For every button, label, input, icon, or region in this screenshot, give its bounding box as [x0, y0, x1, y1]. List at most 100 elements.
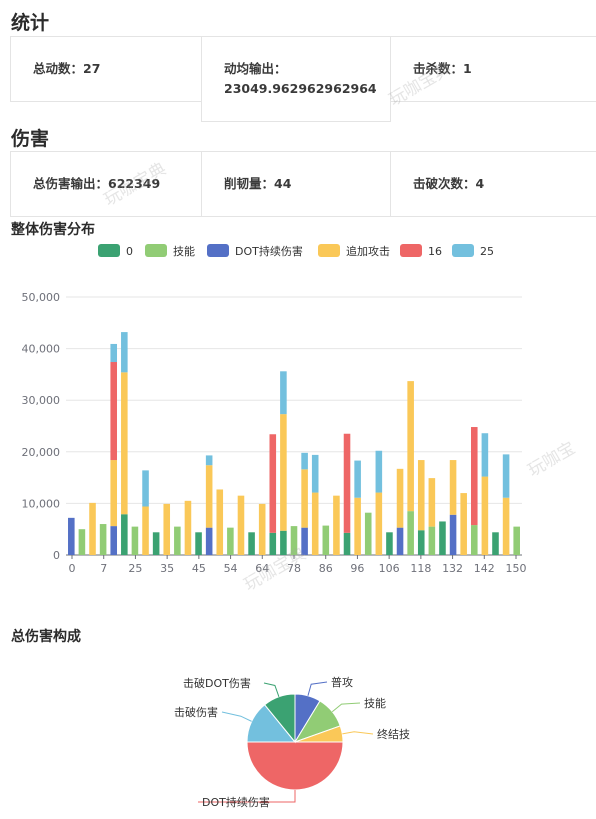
y-tick-label: 10,000	[22, 497, 61, 510]
pie-leader-line	[221, 711, 252, 722]
y-tick-label: 50,000	[22, 291, 61, 304]
bar-segment	[110, 460, 118, 527]
bar-segment	[470, 427, 478, 526]
bar-segment	[386, 532, 393, 555]
pie-leader-line	[307, 681, 328, 696]
bar-segment	[428, 478, 436, 527]
bar-segment	[269, 532, 277, 555]
bar-segment	[449, 460, 457, 515]
legend-swatch	[400, 244, 422, 257]
stat-avg-output-label: 动均输出：	[224, 61, 287, 76]
stats-section-title: 统计	[11, 12, 50, 34]
bar-segment	[131, 526, 139, 555]
bar-segment	[311, 454, 319, 493]
pie-label: 技能	[364, 696, 386, 710]
bar-segment	[195, 532, 202, 555]
bar-segment	[142, 470, 149, 507]
bar-segment	[396, 527, 404, 555]
y-tick-label: 0	[53, 549, 60, 562]
bar-segment	[513, 526, 520, 555]
x-tick-label: 0	[69, 562, 76, 575]
bar-segment	[205, 527, 213, 555]
damage-row: 总伤害输出：622349 削韧量：44 击破次数：4	[10, 151, 596, 217]
legend-swatch	[145, 244, 167, 257]
x-tick-label: 7	[100, 562, 107, 575]
legend-label: 0	[126, 245, 133, 258]
bar-segment	[492, 532, 499, 555]
bar-segment	[99, 524, 107, 555]
legend-item: 0	[98, 244, 133, 258]
bar-segment	[375, 492, 383, 555]
bar-segment	[280, 530, 287, 555]
pie-leader-line	[263, 682, 280, 697]
bar-segment	[322, 525, 330, 555]
bar-segment	[184, 500, 192, 555]
damage-distribution-chart: 0 技能 DOT持续伤害 追加攻击 16 25 0 10,000 20,000 30,000 40,…	[22, 244, 527, 575]
bar-segment	[78, 529, 86, 555]
bar-segment	[343, 433, 351, 533]
bar-segment	[502, 497, 510, 555]
pie-chart-title: 总伤害构成	[11, 629, 81, 645]
bar-segment	[407, 511, 414, 555]
legend-label: 技能	[173, 244, 195, 258]
x-tick-label: 150	[506, 562, 527, 575]
bar-segment	[333, 495, 340, 555]
stats-row: 总动数：27 动均输出： 23049.962962962964 击杀数：1	[10, 36, 596, 122]
pie-label: 击破伤害	[174, 705, 218, 719]
bar-segment	[428, 526, 436, 555]
x-tick-label: 132	[442, 562, 463, 575]
pie-label: DOT持续伤害	[202, 795, 270, 809]
bar-segment	[439, 521, 446, 555]
x-tick-label: 78	[287, 562, 301, 575]
stat-total-actions: 总动数：27	[33, 61, 101, 76]
bar-segment	[364, 512, 372, 555]
bar-segment	[417, 530, 425, 555]
bar-segment	[354, 460, 361, 498]
bar-segment	[396, 468, 404, 528]
bar-chart-title: 整体伤害分布	[11, 222, 95, 238]
bar-segment	[227, 527, 234, 555]
bar-segment	[460, 493, 467, 555]
legend-item: 16	[400, 244, 442, 258]
pie-slice	[246, 741, 344, 791]
stat-kills-cell: 击杀数：1	[390, 36, 596, 102]
stat-avg-output-cell: 动均输出： 23049.962962962964	[201, 36, 391, 122]
pie-slice	[264, 693, 296, 744]
legend-swatch	[98, 244, 120, 257]
bar-segment	[237, 495, 245, 555]
pie-label: 普攻	[331, 675, 353, 689]
bar-segment	[502, 454, 510, 498]
bar-segment	[301, 469, 308, 528]
stat-total-actions-cell: 总动数：27	[10, 36, 202, 102]
bar-segment	[311, 492, 319, 555]
bar-segment	[121, 332, 128, 373]
bar-segment	[481, 476, 489, 555]
x-tick-label: 45	[192, 562, 206, 575]
legend-label: DOT持续伤害	[235, 244, 303, 258]
bar-segment	[280, 371, 287, 415]
pie-leader-line	[342, 731, 374, 735]
bar-segment	[280, 414, 287, 531]
bar-segment	[110, 362, 118, 461]
bar-segment	[110, 343, 118, 363]
legend-label: 25	[480, 245, 494, 258]
x-tick-label: 25	[128, 562, 142, 575]
bar-segment	[290, 526, 298, 555]
x-tick-label: 142	[474, 562, 495, 575]
stat-kills: 击杀数：1	[413, 61, 472, 76]
pie-leader-line	[331, 702, 361, 713]
bar-segment	[205, 465, 213, 528]
legend-swatch	[452, 244, 474, 257]
damage-total-output-cell: 总伤害输出：622349	[10, 151, 202, 217]
damage-breaks-cell: 击破次数：4	[390, 151, 596, 217]
bar-segment	[152, 532, 160, 555]
pie-label: 击破DOT伤害	[183, 676, 251, 690]
bar-segment	[110, 526, 118, 555]
bar-segment	[417, 460, 425, 531]
legend-swatch	[207, 244, 229, 257]
bar-segment	[375, 450, 383, 493]
x-tick-label: 86	[319, 562, 333, 575]
bar-segment	[89, 502, 96, 555]
bar-segment	[343, 532, 351, 555]
bar-segment	[248, 532, 255, 555]
